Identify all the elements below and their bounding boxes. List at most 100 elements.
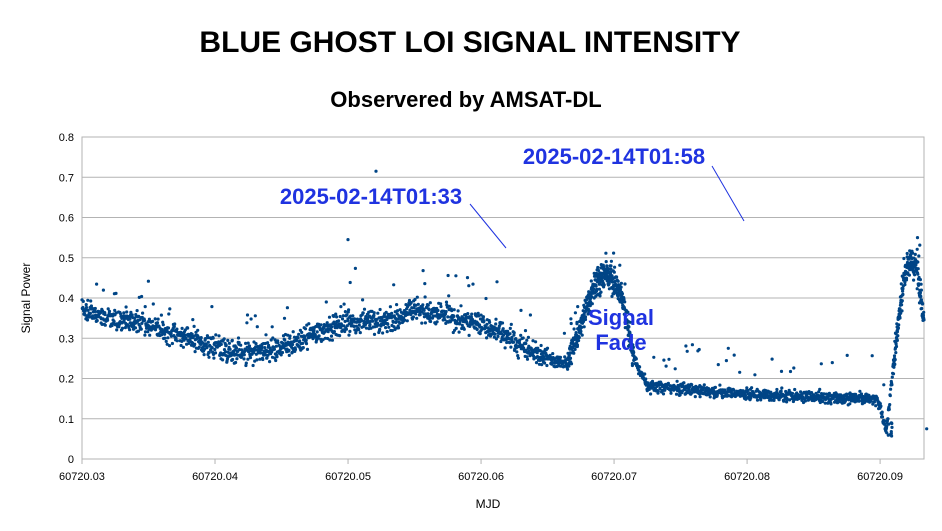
data-point bbox=[609, 259, 614, 263]
data-point bbox=[452, 314, 456, 318]
data-point bbox=[303, 335, 307, 339]
data-point bbox=[206, 340, 210, 344]
data-point bbox=[272, 347, 276, 351]
data-point bbox=[594, 284, 598, 288]
data-point bbox=[562, 331, 567, 335]
data-point bbox=[475, 327, 479, 332]
data-point bbox=[626, 327, 630, 332]
data-point bbox=[242, 353, 246, 357]
data-point bbox=[288, 334, 292, 338]
data-point bbox=[244, 361, 248, 365]
data-point bbox=[899, 282, 903, 286]
data-point bbox=[505, 340, 509, 345]
data-point bbox=[236, 336, 241, 340]
data-point bbox=[175, 327, 179, 331]
data-point bbox=[572, 327, 576, 331]
y-tick-label: 0.1 bbox=[59, 414, 74, 426]
data-point bbox=[372, 313, 376, 317]
data-point bbox=[500, 321, 505, 325]
data-point bbox=[319, 323, 323, 327]
data-point bbox=[390, 329, 394, 333]
data-point bbox=[575, 340, 579, 345]
data-point bbox=[325, 321, 329, 325]
data-point bbox=[391, 320, 395, 324]
data-point bbox=[921, 313, 926, 317]
annotation-fade: Fade bbox=[595, 330, 646, 355]
data-point bbox=[476, 314, 481, 318]
data-point bbox=[364, 326, 368, 330]
data-point bbox=[743, 393, 748, 397]
data-point bbox=[817, 390, 821, 394]
data-point bbox=[583, 315, 588, 319]
data-point bbox=[810, 391, 814, 395]
data-point bbox=[142, 318, 147, 323]
data-point bbox=[598, 294, 602, 298]
chart-title: BLUE GHOST LOI SIGNAL INTENSITY bbox=[199, 26, 740, 59]
data-point bbox=[378, 327, 382, 331]
data-point bbox=[354, 324, 358, 328]
data-point bbox=[488, 334, 493, 338]
data-point bbox=[510, 335, 514, 339]
data-point bbox=[890, 425, 894, 429]
data-point bbox=[343, 329, 347, 334]
data-point bbox=[569, 321, 573, 326]
data-point bbox=[433, 314, 437, 318]
data-point bbox=[915, 236, 920, 240]
data-point bbox=[412, 306, 416, 310]
data-point bbox=[890, 383, 894, 387]
data-point bbox=[916, 260, 920, 264]
data-point bbox=[896, 334, 900, 338]
data-point bbox=[776, 392, 780, 396]
data-point bbox=[147, 317, 151, 321]
data-point bbox=[890, 434, 894, 438]
data-point bbox=[918, 243, 922, 247]
data-point bbox=[822, 392, 826, 396]
data-point bbox=[421, 269, 425, 273]
data-point bbox=[237, 341, 241, 345]
x-tick-label: 60720.04 bbox=[192, 471, 238, 483]
data-point bbox=[562, 364, 566, 368]
data-point bbox=[245, 313, 250, 317]
x-axis-label: MJD bbox=[476, 497, 501, 511]
x-tick-label: 60720.05 bbox=[325, 471, 371, 483]
data-point bbox=[317, 334, 321, 338]
data-point bbox=[206, 336, 210, 340]
data-point bbox=[155, 321, 160, 325]
data-point bbox=[307, 322, 311, 326]
data-point bbox=[301, 346, 305, 350]
y-tick-label: 0 bbox=[68, 454, 74, 466]
data-point bbox=[662, 358, 666, 362]
data-point bbox=[545, 346, 550, 350]
data-point bbox=[128, 328, 132, 332]
data-point bbox=[444, 300, 449, 304]
outlier-point bbox=[925, 427, 929, 431]
data-point bbox=[887, 407, 891, 411]
data-point bbox=[615, 275, 619, 279]
data-point bbox=[673, 367, 677, 371]
data-point bbox=[173, 322, 177, 326]
data-point bbox=[146, 279, 150, 283]
data-point bbox=[785, 400, 789, 404]
data-point bbox=[315, 330, 319, 334]
data-point bbox=[467, 333, 471, 337]
data-point bbox=[588, 304, 592, 308]
data-point bbox=[531, 339, 535, 343]
data-point bbox=[918, 278, 923, 282]
data-point bbox=[544, 357, 548, 361]
annotation-signal: Signal bbox=[588, 305, 654, 330]
data-point bbox=[770, 357, 774, 361]
data-point bbox=[919, 294, 923, 298]
data-point bbox=[675, 379, 679, 383]
data-point bbox=[151, 302, 155, 306]
data-point bbox=[596, 268, 601, 272]
data-point bbox=[214, 333, 218, 337]
data-point bbox=[390, 311, 394, 315]
data-point bbox=[403, 318, 407, 322]
data-point bbox=[128, 317, 132, 321]
data-point bbox=[519, 333, 523, 337]
data-point bbox=[179, 343, 183, 348]
data-point bbox=[330, 325, 334, 329]
data-point bbox=[106, 318, 110, 322]
data-point bbox=[895, 330, 900, 334]
